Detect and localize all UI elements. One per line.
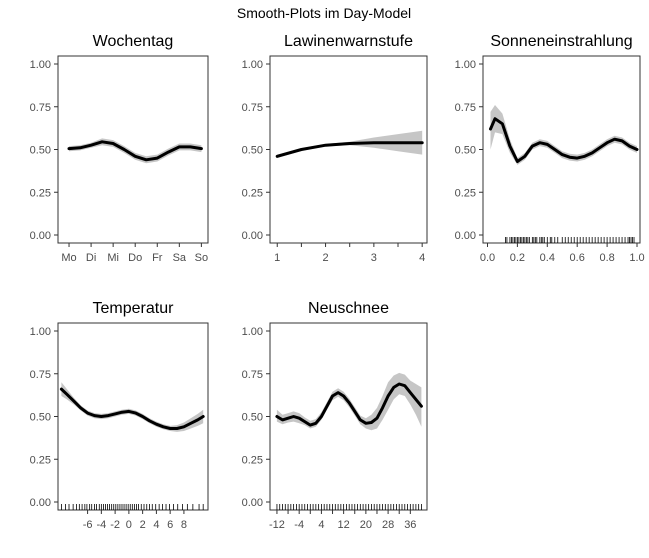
y-tick-label: 0.00	[30, 497, 51, 509]
x-tick-label: 4	[318, 519, 324, 531]
x-tick-label: -6	[83, 519, 93, 531]
x-tick-label: 2	[140, 519, 146, 531]
y-tick-label: 0.25	[30, 187, 51, 199]
x-tick-label: -12	[269, 519, 285, 531]
y-tick-label: 0.75	[455, 102, 476, 114]
confidence-band	[61, 382, 204, 432]
smooth-line	[67, 140, 203, 162]
panel-1: Wochentag 0.00 0.25 0.50 0.75 1.00 Mo Di Mi Do Fr S…	[30, 33, 209, 264]
y-tick-label: 0.25	[30, 454, 51, 466]
panel-title: Neuschnee	[308, 300, 389, 317]
y-tick-label: 0.50	[30, 412, 51, 424]
panel-title: Temperatur	[93, 300, 175, 317]
smooth-line	[489, 117, 639, 163]
x-tick-label: 28	[382, 519, 394, 531]
x-tick-label: 0.8	[599, 252, 614, 264]
confidence-band	[490, 105, 637, 165]
y-tick-label: 0.25	[242, 187, 263, 199]
x-tick-label: 12	[338, 519, 350, 531]
y-tick-label: 0.75	[242, 102, 263, 114]
x-tick-label: Fr	[152, 252, 163, 264]
x-tick-label: 4	[153, 519, 159, 531]
smooth-line	[275, 141, 424, 158]
x-tick-label: -4	[96, 519, 106, 531]
x-tick-label: 3	[371, 252, 377, 264]
y-tick-label: 0.00	[455, 230, 476, 242]
panel-title: Wochentag	[93, 33, 174, 50]
panel-title: Sonneneinstrahlung	[490, 33, 632, 50]
x-tick-label: 1	[274, 252, 280, 264]
x-tick-label: So	[195, 252, 208, 264]
x-tick-label: -4	[294, 519, 304, 531]
x-tick-label: 8	[181, 519, 187, 531]
panel-3: Sonneneinstrahlung 0.00 0.25 0.50 0.75 1.00 0.…	[455, 33, 645, 264]
panel-2: Lawinenwarnstufe 0.00 0.25 0.50 0.75 1.00 1 2 3 4	[242, 33, 428, 264]
x-tick-label: 6	[167, 519, 173, 531]
x-tick-label: Di	[86, 252, 96, 264]
y-tick-label: 0.50	[242, 412, 263, 424]
x-tick-label: 2	[322, 252, 328, 264]
x-tick-label: 0.2	[510, 252, 525, 264]
y-tick-label: 0.00	[242, 497, 263, 509]
y-tick-label: 1.00	[30, 326, 51, 338]
x-tick-label: 20	[360, 519, 372, 531]
x-tick-label: 0.4	[540, 252, 555, 264]
smooth-line	[59, 387, 205, 430]
y-tick-label: 0.75	[30, 102, 51, 114]
y-tick-label: 0.00	[30, 230, 51, 242]
x-tick-label: 36	[404, 519, 416, 531]
figure-title: Smooth-Plots im Day-Model	[237, 5, 411, 21]
x-tick-label: Sa	[173, 252, 187, 264]
y-tick-label: 0.25	[242, 454, 263, 466]
x-tick-label: 0	[126, 519, 132, 531]
confidence-band	[69, 138, 202, 164]
x-tick-label: Mi	[107, 252, 119, 264]
y-tick-label: 1.00	[30, 59, 51, 71]
panel-5: Neuschnee 0.00 0.25 0.50 0.75 1.00 -12 -4 4 12 20 2…	[242, 300, 428, 531]
y-tick-label: 0.50	[455, 145, 476, 157]
x-tick-label: 0.6	[570, 252, 585, 264]
y-tick-label: 0.50	[30, 145, 51, 157]
y-tick-label: 1.00	[455, 59, 476, 71]
y-tick-label: 0.75	[30, 369, 51, 381]
y-tick-label: 0.25	[455, 187, 476, 199]
x-tick-label: 0.0	[480, 252, 495, 264]
y-tick-label: 0.00	[242, 230, 263, 242]
panel-title: Lawinenwarnstufe	[284, 33, 413, 50]
panel-frame	[482, 55, 641, 244]
x-tick-label: Mo	[61, 252, 76, 264]
y-tick-label: 1.00	[242, 326, 263, 338]
panel-4: Temperatur 0.00 0.25 0.50 0.75 1.00 -6 -4 -2 0 2 4 6…	[30, 300, 209, 531]
y-tick-label: 1.00	[242, 59, 263, 71]
smooth-line	[275, 382, 423, 427]
x-tick-label: 4	[419, 252, 425, 264]
y-tick-label: 0.75	[242, 369, 263, 381]
x-tick-label: 1.0	[629, 252, 644, 264]
x-tick-label: Do	[128, 252, 142, 264]
y-tick-label: 0.50	[242, 145, 263, 157]
x-tick-label: -2	[110, 519, 120, 531]
panel-frame	[57, 322, 209, 511]
